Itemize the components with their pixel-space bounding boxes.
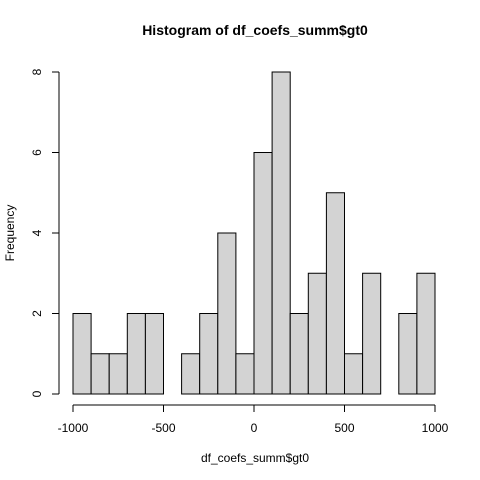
histogram-bar xyxy=(362,272,382,395)
histogram-bar xyxy=(398,313,418,395)
histogram-bar xyxy=(325,192,345,395)
y-tick-label: 0 xyxy=(30,390,44,397)
y-axis: 0 2 4 6 8 xyxy=(30,68,60,397)
chart-title: Histogram of df_coefs_summ$gt0 xyxy=(142,22,368,38)
histogram-bar xyxy=(344,353,364,395)
y-axis-label: Frequency xyxy=(3,205,17,262)
x-tick-label: 0 xyxy=(251,421,258,435)
histogram-bar xyxy=(271,71,291,395)
histogram-bar xyxy=(72,313,92,395)
x-tick-label: 1000 xyxy=(422,421,449,435)
histogram-bar xyxy=(144,313,164,395)
histogram-bar xyxy=(235,353,255,395)
histogram-bar xyxy=(289,313,309,395)
histogram-bar xyxy=(126,313,146,395)
histogram-bar xyxy=(199,313,219,395)
x-tick-label: -500 xyxy=(151,421,175,435)
y-tick-label: 6 xyxy=(30,149,44,156)
histogram-bar xyxy=(181,353,201,395)
histogram-bar xyxy=(416,272,436,395)
histogram-bar xyxy=(90,353,110,395)
histogram-bar xyxy=(217,232,237,395)
x-tick-label: -1000 xyxy=(58,421,89,435)
histogram-bar xyxy=(307,272,327,395)
x-axis: -1000 -500 0 500 1000 xyxy=(58,404,449,435)
histogram-bar xyxy=(253,152,273,395)
x-axis-label: df_coefs_summ$gt0 xyxy=(201,451,309,465)
y-tick-label: 4 xyxy=(30,229,44,236)
x-tick-label: 500 xyxy=(334,421,354,435)
histogram-bar xyxy=(108,353,128,395)
bars-group xyxy=(72,71,436,395)
y-tick-label: 8 xyxy=(30,68,44,75)
y-tick-label: 2 xyxy=(30,310,44,317)
